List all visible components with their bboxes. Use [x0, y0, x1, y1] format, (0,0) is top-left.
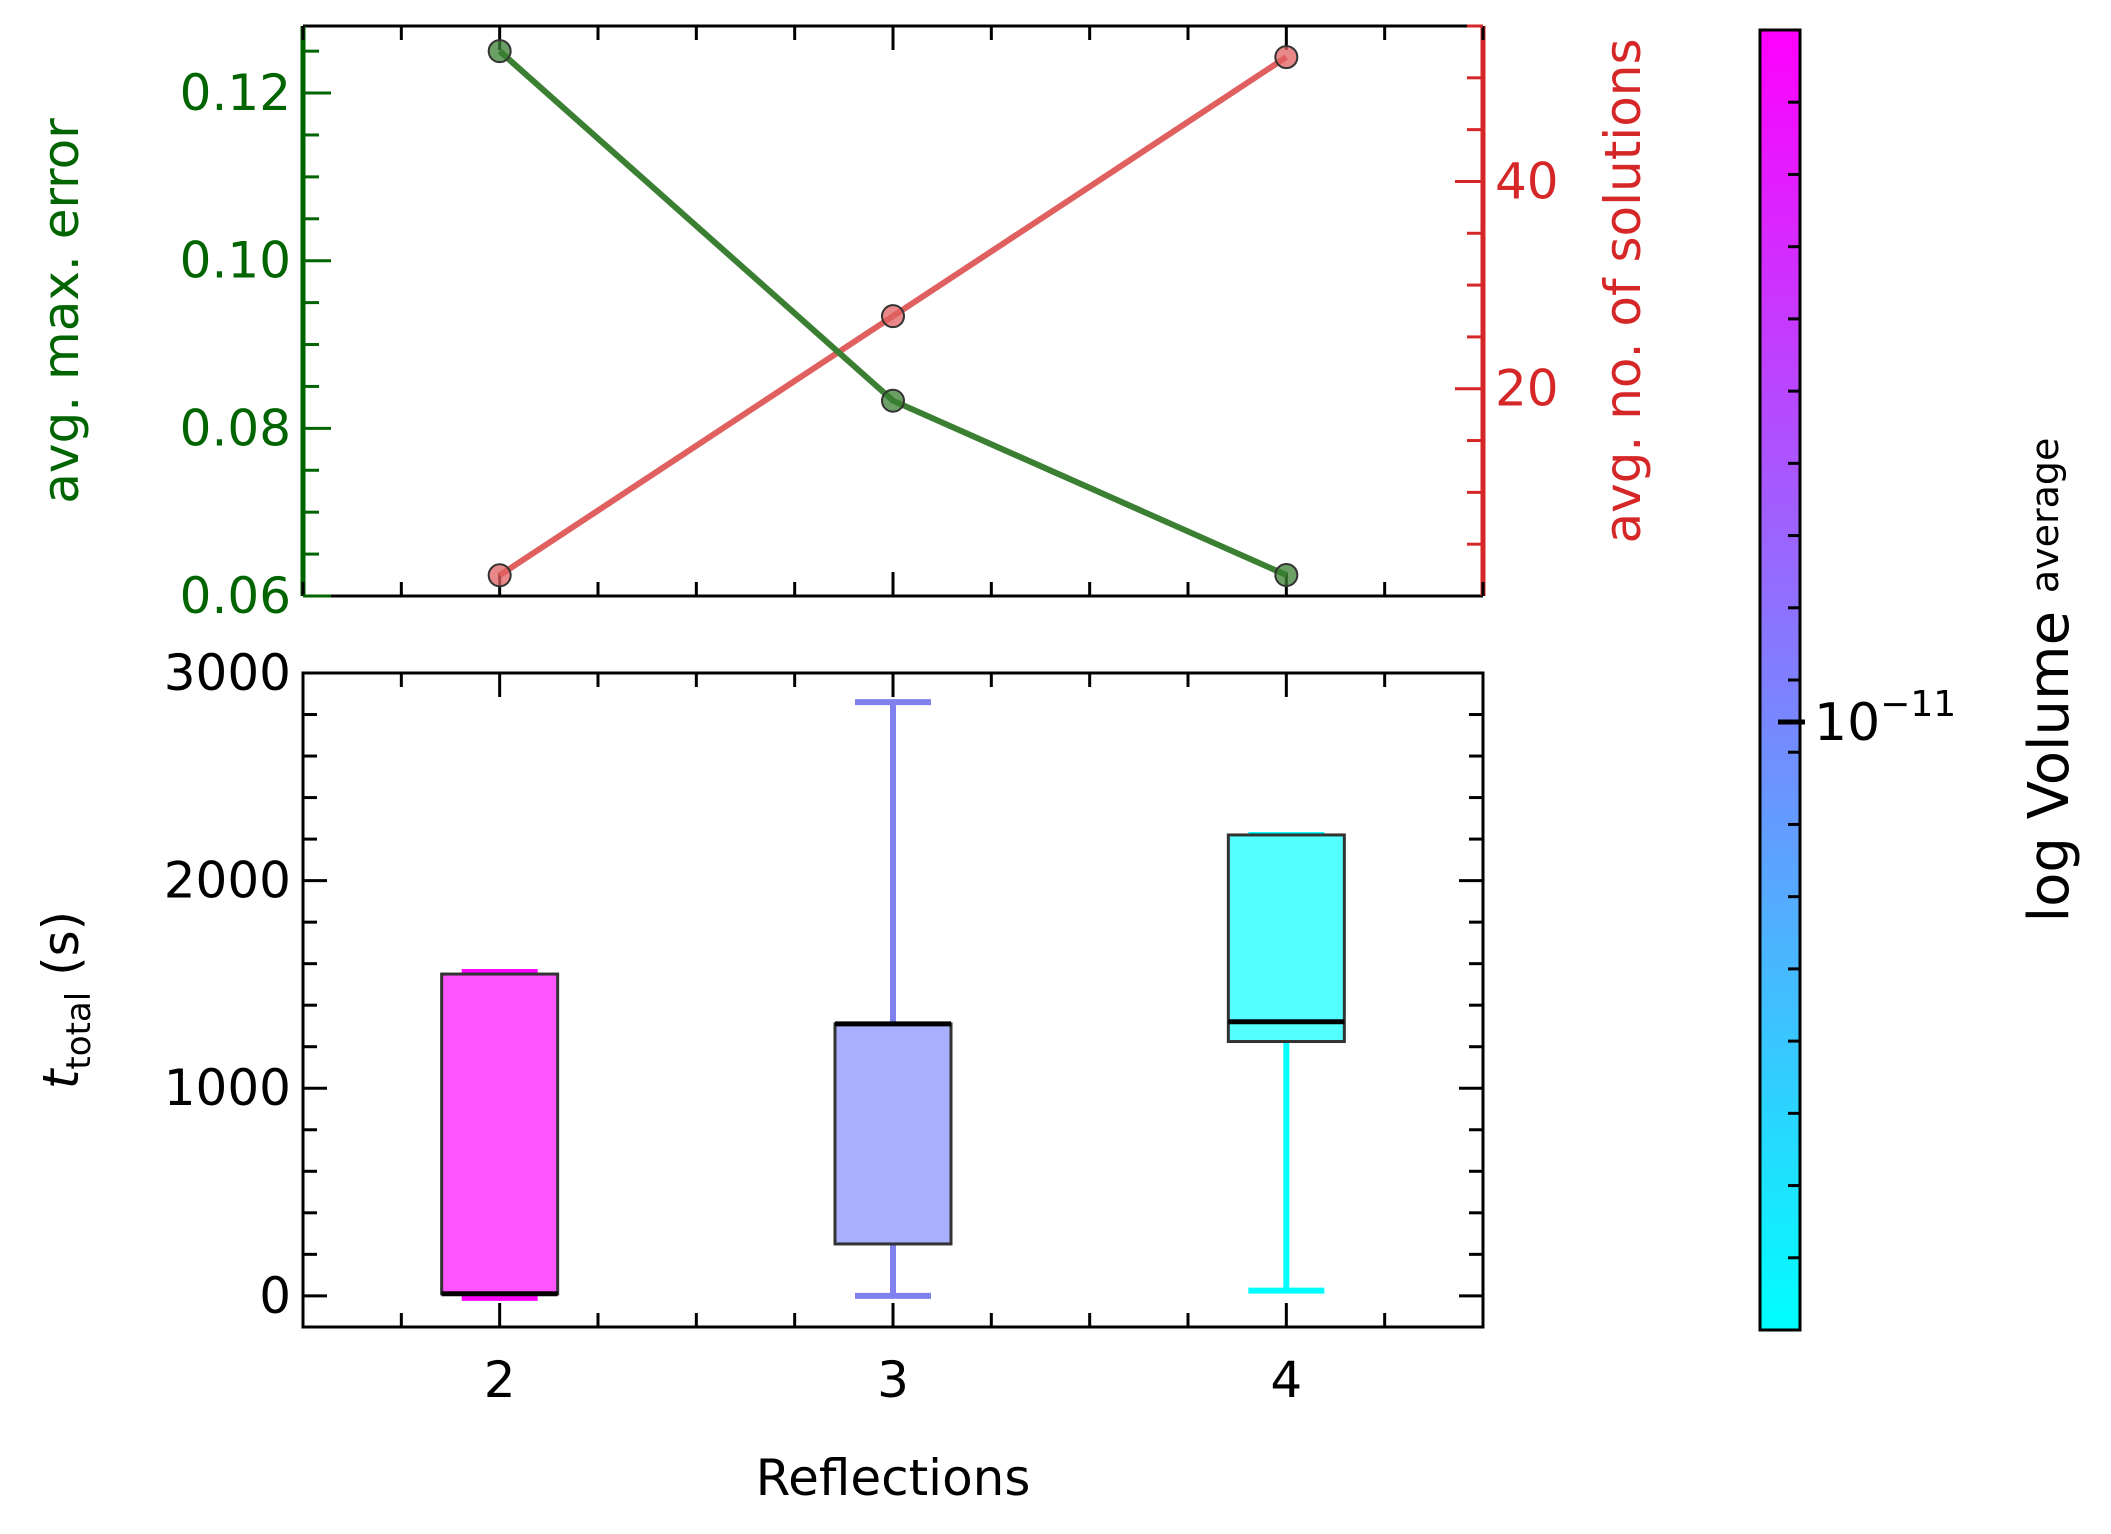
y-axis-label: ttotal (s) [32, 911, 99, 1089]
colorbar-label: log Volume average [2017, 438, 2082, 923]
y-right-tick-label: 20 [1495, 360, 1559, 418]
y-tick-label: 3000 [164, 644, 291, 702]
y-tick-label: 0 [259, 1267, 291, 1325]
bottom-panel: 2 3 4 0 1000 2000 3000 Reflections ttotal (s) [32, 644, 1485, 1507]
solutions-point [881, 304, 905, 329]
y-left-tick-label: 0.10 [180, 232, 291, 290]
error-point [487, 39, 512, 64]
error-point [881, 388, 905, 413]
y-right-axis-label: avg. no. of solutions [1594, 38, 1652, 543]
y-tick-label: 2000 [164, 852, 291, 910]
y-left-tick-label: 0.08 [180, 399, 291, 457]
colorbar-panel: 10−11 log Volume average [1758, 28, 2082, 1332]
colorbar-tick-exponent: −11 [1880, 684, 1956, 725]
colorbar-tick-label: 10−11 [1814, 684, 1956, 753]
top-panel: 0.06 0.08 0.10 0.12 avg. max. error 20 40 avg. … [32, 24, 1652, 625]
y-axis-label-subscript: total [59, 992, 99, 1070]
box [1226, 833, 1346, 1044]
colorbar-tick-base: 10 [1814, 693, 1880, 753]
colorbar-label-main: log Volume [2017, 593, 2082, 922]
y-axis-label-symbol: t [32, 1067, 90, 1089]
y-axis-label-unit: (s) [32, 911, 90, 992]
y-left-tick-label: 0.12 [180, 64, 291, 122]
y-left-axis-label: avg. max. error [32, 118, 90, 504]
box [440, 972, 560, 1296]
colorbar-label-sub: average [2023, 438, 2067, 594]
error-point [1274, 563, 1299, 588]
x-tick-label: 4 [1270, 1351, 1302, 1409]
box [833, 1022, 953, 1246]
x-axis-label: Reflections [756, 1449, 1031, 1507]
x-tick-label: 3 [877, 1351, 909, 1409]
y-left-tick-label: 0.06 [180, 567, 291, 625]
solutions-point [1274, 45, 1299, 70]
solutions-point [487, 563, 512, 588]
y-right-tick-label: 40 [1495, 152, 1559, 210]
x-tick-label: 2 [484, 1351, 516, 1409]
y-tick-label: 1000 [164, 1059, 291, 1117]
